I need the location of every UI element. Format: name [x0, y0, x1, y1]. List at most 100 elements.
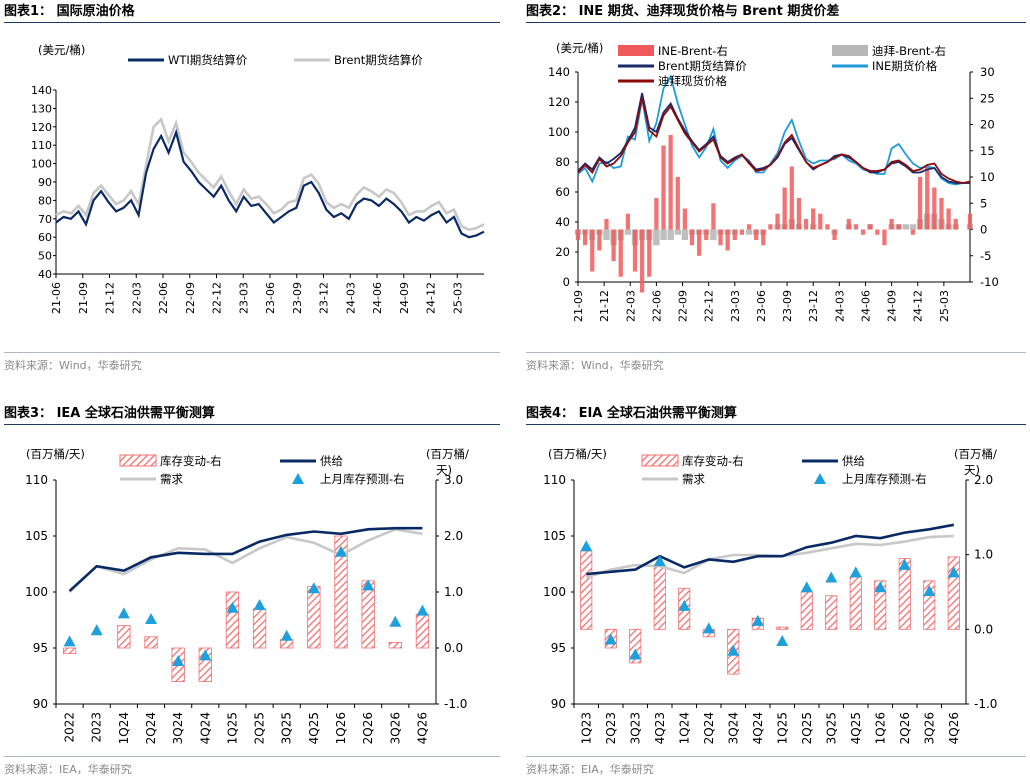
- inventory-change-bar: [361, 580, 375, 649]
- x-tick-label: 1Q26: [334, 712, 348, 744]
- x-tick-label: 3Q24: [171, 712, 185, 744]
- last-month-forecast-marker: [849, 566, 862, 578]
- last-month-forecast-marker: [226, 601, 239, 613]
- y-tick-label: 60: [555, 185, 570, 199]
- last-month-forecast-marker: [199, 649, 212, 661]
- y-tick-label: 110: [25, 473, 48, 487]
- wti-line: [55, 128, 485, 239]
- last-month-forecast-marker: [800, 581, 813, 593]
- x-tick-label: 3Q24: [726, 712, 740, 744]
- ine-brent-bar: [725, 229, 730, 251]
- last-month-forecast-marker: [580, 540, 593, 552]
- demand-line: [68, 527, 423, 593]
- y-tick-label: 40: [555, 215, 570, 229]
- last-month-forecast-marker: [145, 613, 157, 624]
- x-xtick-label: 23-06: [755, 290, 768, 322]
- last-month-forecast-marker: [678, 599, 691, 611]
- last-month-forecast-marker: [280, 629, 293, 641]
- y-tick-label: 90: [551, 697, 566, 711]
- y2-tick-label: 3.0: [444, 473, 463, 487]
- x-xtick-label: 22-09: [677, 290, 690, 322]
- y2-tick-label: 20: [980, 118, 995, 132]
- y2-axis-label-line2: 天): [436, 463, 452, 477]
- ine-brent-bar: [632, 229, 638, 272]
- x-xtick-label: 22-12: [211, 282, 224, 314]
- x-tick-label: 2022: [63, 712, 77, 743]
- x-tick-label: 2023: [90, 712, 104, 743]
- x-tick-label: 4Q23: [653, 712, 667, 744]
- legend-inventory-change-swatch: [119, 454, 157, 467]
- ine-brent-bar: [689, 229, 695, 246]
- x-xtick-label: 25-03: [451, 282, 464, 314]
- chart-2-svg: (美元/桶) 0 20 40 60 80 100 120 140 -10 -5 0 5 10 15 20 25 3…: [548, 41, 999, 322]
- x-xtick-label: 24-06: [371, 282, 384, 314]
- chart-source-4: 资料来源：EIA，华泰研究: [526, 756, 1026, 777]
- x-tick-label: 2Q24: [702, 712, 716, 744]
- y2-tick-label: -10: [980, 275, 999, 289]
- x-xtick-label: 23-12: [807, 290, 820, 322]
- dubai-brent-bar: [909, 224, 917, 230]
- y-tick-label: 40: [38, 268, 52, 281]
- inventory-change-bar: [800, 591, 813, 630]
- ine-brent-bar: [718, 229, 723, 246]
- legend-dubai-brent-label: 迪拜-Brent-右: [872, 44, 946, 58]
- chart-panel-4: 图表4： EIA 全球石油供需平衡测算 (百万桶/天) (百万桶/天) 90 95 10…: [526, 404, 1026, 778]
- last-month-forecast-marker: [702, 622, 715, 634]
- inventory-change-bar: [776, 626, 789, 630]
- inventory-change-bar: [388, 641, 402, 649]
- y2-tick-label: 25: [980, 91, 995, 105]
- ine-brent-bar: [732, 229, 737, 240]
- ine-brent-bar: [782, 187, 787, 230]
- inventory-change-bar: [874, 580, 887, 630]
- x-tick-label: 4Q24: [198, 712, 212, 744]
- last-month-forecast-marker: [63, 635, 76, 647]
- y-tick-label: 60: [38, 231, 52, 244]
- y-tick-label: 80: [555, 155, 570, 169]
- inventory-change-bar: [252, 608, 267, 649]
- x-tick-label: 2Q26: [898, 712, 912, 744]
- x-xtick-label: 21-12: [104, 282, 117, 314]
- ine-brent-bar: [647, 229, 652, 277]
- y-tick-label: 100: [543, 585, 566, 599]
- chart-title-1: 图表1： 国际原油价格: [4, 2, 500, 23]
- x-xtick-label: 21-09: [77, 282, 90, 314]
- x-tick-label: 3Q25: [824, 712, 838, 744]
- ine-brent-bar: [661, 145, 666, 230]
- legend-inventory-change-label: 库存变动-右: [682, 454, 744, 468]
- ine-brent-bar: [640, 229, 645, 293]
- x-xtick-label: 22-12: [703, 290, 716, 322]
- ine-brent-bar: [889, 219, 894, 230]
- supply-line: [586, 523, 955, 576]
- y-axis-label: (美元/桶): [38, 43, 85, 57]
- x-xtick-label: 23-12: [318, 282, 331, 314]
- dubai-brent-bar: [653, 229, 660, 246]
- x-tick-label: 4Q25: [849, 712, 863, 744]
- last-month-forecast-marker: [825, 571, 838, 583]
- y-tick-label: 100: [548, 125, 570, 139]
- ine-brent-bar: [597, 229, 602, 251]
- ine-brent-bar: [575, 229, 581, 240]
- last-month-forecast-marker: [172, 655, 185, 666]
- legend-inventory-change-swatch: [641, 454, 679, 467]
- y-tick-label: 100: [31, 158, 52, 171]
- ine-brent-bar: [910, 229, 916, 235]
- y-tick-label: 120: [31, 121, 52, 134]
- y-tick-label: 105: [543, 529, 566, 543]
- ine-brent-bar: [775, 213, 780, 230]
- legend-demand-label: 需求: [682, 472, 705, 486]
- legend-ine-brent-swatch: [618, 45, 654, 56]
- chart-source-2: 资料来源：Wind，华泰研究: [526, 352, 1026, 373]
- inventory-change-bar: [849, 576, 862, 630]
- last-month-forecast-marker: [653, 555, 666, 567]
- chart-3-svg: (百万桶/天) (百万桶/天) 90 95 100 105 110 -1.0 0.0 1.0 2.0…: [25, 447, 469, 744]
- x-tick-label: 1Q24: [117, 712, 131, 744]
- ine-brent-bar: [853, 224, 859, 230]
- ine-brent-bar: [846, 219, 851, 230]
- x-xtick-label: 24-12: [912, 290, 925, 322]
- ine-brent-bar: [675, 177, 680, 230]
- y2-tick-label: -5: [980, 249, 991, 263]
- ine-brent-bar: [932, 187, 937, 230]
- y-tick-label: 80: [38, 194, 52, 207]
- x-xtick-label: 22-09: [184, 282, 197, 314]
- x-xtick-label: 23-03: [729, 290, 742, 322]
